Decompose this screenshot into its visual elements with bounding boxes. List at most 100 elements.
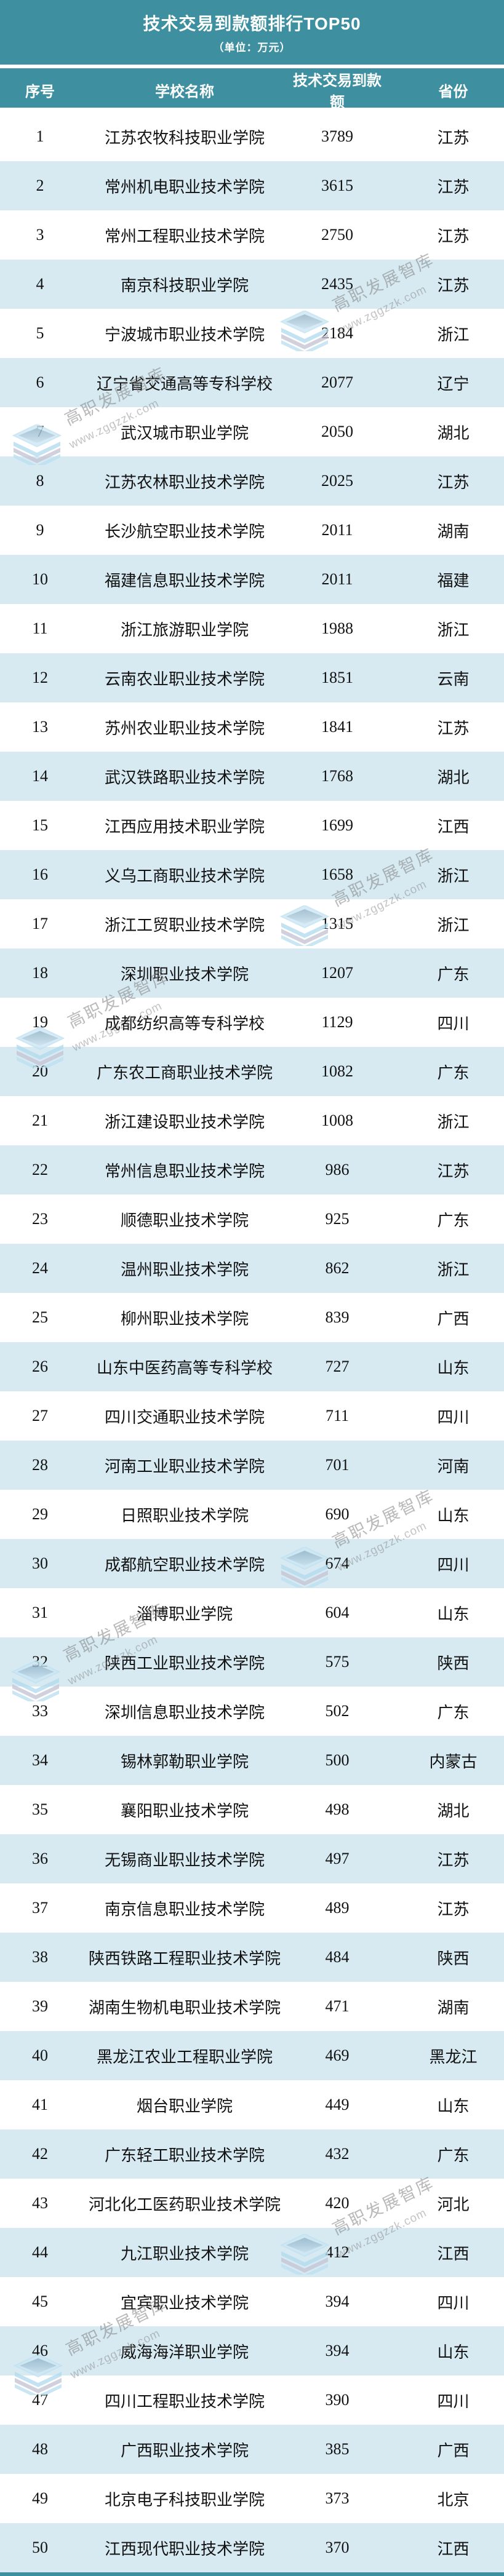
table-row: 19 成都纺织高等专科学校 1129 四川 [0, 998, 504, 1047]
table-row: 44 九江职业技术学院 412 江西 [0, 2228, 504, 2277]
school-cell: 浙江旅游职业学院 [120, 621, 249, 639]
province-cell: 湖南 [437, 1998, 470, 2017]
column-header-province: 省份 [438, 83, 468, 100]
table-row: 15 江西应用技术职业学院 1699 江西 [0, 801, 504, 850]
table-row: 1 江苏农牧科技职业学院 3789 江苏 [0, 112, 504, 161]
column-header-amount: 技术交易到款额 [293, 73, 382, 111]
table-row: 46 威海海洋职业学院 394 山东 [0, 2326, 504, 2375]
school-cell: 成都航空职业技术学院 [104, 1556, 265, 1574]
province-cell: 广东 [437, 1211, 470, 1230]
table-row: 29 日照职业技术学院 690 山东 [0, 1490, 504, 1539]
province-cell: 浙江 [437, 325, 470, 344]
table-row: 49 北京电子科技职业学院 373 北京 [0, 2474, 504, 2523]
rank-cell: 25 [32, 1308, 48, 1326]
school-cell: 襄阳职业技术学院 [120, 1802, 249, 1820]
table-row: 35 襄阳职业技术学院 498 湖北 [0, 1785, 504, 1834]
rank-cell: 31 [32, 1604, 48, 1621]
amount-cell: 420 [325, 2194, 350, 2212]
school-cell: 浙江工贸职业技术学院 [104, 916, 265, 934]
table-row: 37 南京信息职业技术学院 489 江苏 [0, 1883, 504, 1933]
rank-cell: 36 [32, 1850, 48, 1867]
rank-cell: 50 [32, 2538, 48, 2556]
header-body-spacer [0, 108, 504, 112]
province-cell: 江苏 [437, 1851, 470, 1869]
amount-cell: 711 [325, 1407, 350, 1425]
province-cell: 山东 [437, 1605, 470, 1623]
amount-cell: 471 [325, 1997, 350, 2015]
school-cell: 陕西工业职业技术学院 [104, 1654, 265, 1672]
table-row: 50 江西现代职业技术学院 370 江西 [0, 2523, 504, 2572]
school-cell: 长沙航空职业技术学院 [104, 522, 265, 541]
province-cell: 广西 [437, 1310, 470, 1328]
amount-cell: 1851 [321, 669, 353, 686]
province-cell: 广东 [437, 1063, 470, 1082]
province-cell: 浙江 [437, 916, 470, 934]
rank-cell: 17 [32, 915, 48, 932]
school-cell: 江西现代职业技术学院 [104, 2540, 265, 2558]
province-cell: 云南 [437, 670, 470, 688]
province-cell: 河南 [437, 1457, 470, 1476]
province-cell: 山东 [437, 1359, 470, 1377]
school-cell: 广东农工商职业技术学院 [96, 1063, 273, 1082]
province-cell: 广东 [437, 1703, 470, 1722]
table-row: 14 武汉铁路职业技术学院 1768 湖北 [0, 752, 504, 801]
table-row: 36 无锡商业职业技术学院 497 江苏 [0, 1834, 504, 1883]
table-row: 31 淄博职业学院 604 山东 [0, 1588, 504, 1637]
table-row: 16 义乌工商职业技术学院 1658 浙江 [0, 850, 504, 899]
school-cell: 柳州职业技术学院 [120, 1310, 249, 1328]
amount-cell: 1658 [321, 865, 353, 883]
table-row: 18 深圳职业技术学院 1207 广东 [0, 948, 504, 998]
amount-cell: 469 [325, 2046, 350, 2064]
table-row: 40 黑龙江农业工程职业学院 469 黑龙江 [0, 2031, 504, 2080]
table-row: 48 广西职业技术学院 385 广西 [0, 2425, 504, 2474]
table-row: 39 湖南生物机电职业技术学院 471 湖南 [0, 1982, 504, 2031]
table-row: 17 浙江工贸职业技术学院 1315 浙江 [0, 899, 504, 948]
amount-cell: 1768 [321, 767, 353, 785]
amount-cell: 497 [325, 1850, 350, 1867]
province-cell: 江苏 [437, 473, 470, 491]
province-cell: 广西 [437, 2441, 470, 2460]
rank-cell: 40 [32, 2046, 48, 2064]
school-cell: 九江职业技术学院 [120, 2244, 249, 2263]
rank-cell: 2 [36, 177, 44, 194]
province-cell: 广东 [437, 2146, 470, 2165]
table-row: 20 广东农工商职业技术学院 1082 广东 [0, 1047, 504, 1096]
rank-cell: 6 [36, 373, 44, 391]
school-cell: 陕西铁路工程职业技术学院 [88, 1949, 281, 1968]
amount-cell: 394 [325, 2292, 350, 2310]
amount-cell: 498 [325, 1800, 350, 1818]
rank-cell: 19 [32, 1013, 48, 1031]
school-cell: 广西职业技术学院 [120, 2441, 249, 2460]
school-cell: 深圳信息职业技术学院 [104, 1703, 265, 1722]
rank-cell: 44 [32, 2243, 48, 2261]
amount-cell: 1129 [321, 1013, 353, 1031]
amount-cell: 1008 [321, 1111, 353, 1129]
table-row: 33 深圳信息职业技术学院 502 广东 [0, 1687, 504, 1736]
rank-cell: 41 [32, 2096, 48, 2113]
province-cell: 江苏 [437, 1900, 470, 1918]
rank-cell: 20 [32, 1062, 48, 1080]
rank-cell: 28 [32, 1456, 48, 1474]
school-cell: 常州机电职业技术学院 [104, 178, 265, 196]
province-cell: 浙江 [437, 867, 470, 885]
province-cell: 江西 [437, 2244, 470, 2263]
amount-cell: 2750 [321, 226, 353, 244]
amount-cell: 1315 [321, 915, 353, 932]
province-cell: 山东 [437, 2097, 470, 2115]
table-row: 30 成都航空职业技术学院 674 四川 [0, 1539, 504, 1588]
school-cell: 云南农业职业技术学院 [104, 670, 265, 688]
school-cell: 日照职业技术学院 [120, 1506, 249, 1525]
table-row: 5 宁波城市职业技术学院 2184 浙江 [0, 309, 504, 358]
title-banner: 技术交易到款额排行TOP50 （单位：万元） [0, 0, 504, 65]
rank-cell: 14 [32, 767, 48, 785]
rank-cell: 23 [32, 1210, 48, 1228]
school-cell: 山东中医药高等专科学校 [96, 1359, 273, 1377]
school-cell: 江西应用技术职业学院 [104, 817, 265, 836]
rank-cell: 16 [32, 865, 48, 883]
province-cell: 黑龙江 [429, 2048, 478, 2066]
table-row: 25 柳州职业技术学院 839 广西 [0, 1293, 504, 1342]
rank-cell: 18 [32, 964, 48, 982]
province-cell: 陕西 [437, 1949, 470, 1968]
province-cell: 山东 [437, 2343, 470, 2361]
table-row: 24 温州职业技术学院 862 浙江 [0, 1244, 504, 1293]
